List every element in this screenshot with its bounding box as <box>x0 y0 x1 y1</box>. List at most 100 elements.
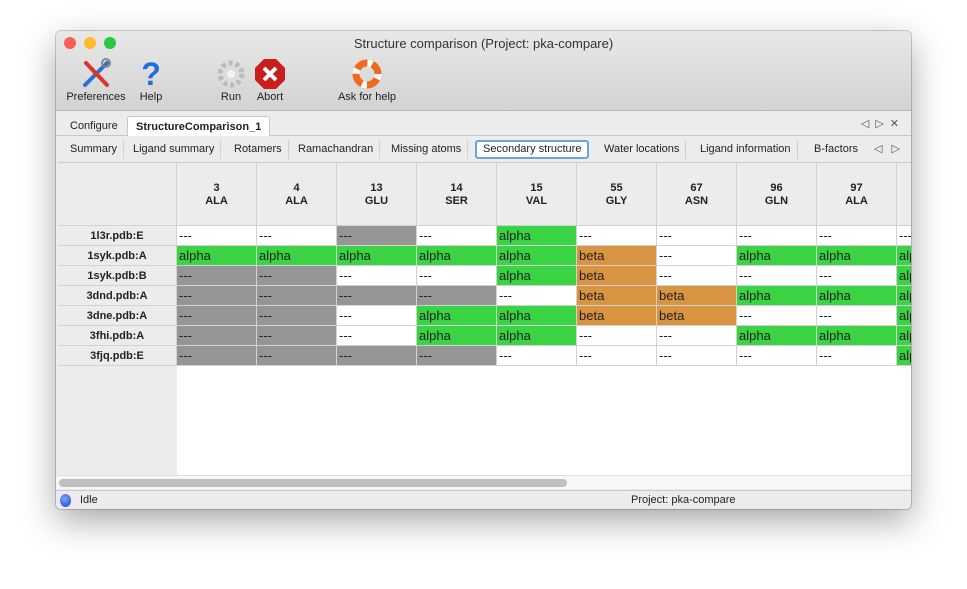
column-header[interactable]: 3 ALA <box>177 163 257 226</box>
table-cell-missing[interactable]: --- <box>177 326 257 346</box>
subtab-summary[interactable]: Summary <box>64 140 125 159</box>
zoom-window-button[interactable] <box>104 37 116 49</box>
row-header[interactable]: 3dne.pdb:A <box>58 306 177 326</box>
close-window-button[interactable] <box>64 37 76 49</box>
table-cell-beta[interactable]: beta <box>577 246 657 266</box>
table-cell-beta[interactable]: beta <box>657 286 737 306</box>
row-header[interactable]: 1syk.pdb:B <box>58 266 177 286</box>
row-header[interactable]: 3dnd.pdb:A <box>58 286 177 306</box>
table-cell-blank[interactable]: --- <box>737 266 817 286</box>
table-cell-missing[interactable]: --- <box>337 286 417 306</box>
table-cell-beta[interactable]: beta <box>577 286 657 306</box>
table-cell-blank[interactable]: --- <box>577 346 657 366</box>
table-cell-blank[interactable]: --- <box>817 306 897 326</box>
table-cell-blank[interactable]: --- <box>657 226 737 246</box>
table-cell-blank[interactable]: --- <box>737 346 817 366</box>
table-cell-blank[interactable]: --- <box>657 346 737 366</box>
table-cell-missing[interactable]: --- <box>257 326 337 346</box>
table-cell-alpha[interactable]: alpha <box>897 266 911 286</box>
table-cell-missing[interactable]: --- <box>177 346 257 366</box>
table-cell-missing[interactable]: --- <box>177 286 257 306</box>
scrollbar-thumb[interactable] <box>59 479 567 487</box>
table-cell-beta[interactable]: beta <box>657 306 737 326</box>
table-cell-alpha[interactable]: alpha <box>337 246 417 266</box>
subtab-left-icon[interactable]: ◁ <box>874 143 892 155</box>
help-button[interactable]: ? Help <box>134 56 168 104</box>
table-cell-blank[interactable]: --- <box>737 306 817 326</box>
subtab-ramachandran[interactable]: Ramachandran <box>292 140 381 159</box>
subtab-secondary-structure[interactable]: Secondary structure <box>475 140 590 159</box>
table-cell-blank[interactable]: --- <box>177 226 257 246</box>
table-cell-missing[interactable]: --- <box>337 226 417 246</box>
run-button[interactable]: Run <box>214 57 248 103</box>
table-cell-alpha[interactable]: alpha <box>257 246 337 266</box>
table-cell-alpha[interactable]: alpha <box>497 326 577 346</box>
table-cell-missing[interactable]: --- <box>257 306 337 326</box>
table-cell-blank[interactable]: --- <box>337 266 417 286</box>
table-cell-blank[interactable]: --- <box>657 266 737 286</box>
subtab-right-icon[interactable]: ▷ <box>891 143 909 155</box>
table-cell-missing[interactable]: --- <box>257 286 337 306</box>
table-cell-alpha[interactable]: alpha <box>897 306 911 326</box>
subtab-ligand-information[interactable]: Ligand information <box>694 140 798 159</box>
table-cell-blank[interactable]: --- <box>577 326 657 346</box>
table-cell-alpha[interactable]: alpha <box>497 226 577 246</box>
column-header[interactable]: 96 GLN <box>737 163 817 226</box>
table-cell-blank[interactable]: --- <box>817 266 897 286</box>
column-header[interactable]: 97 ALA <box>817 163 897 226</box>
table-cell-alpha[interactable]: alpha <box>497 246 577 266</box>
table-cell-missing[interactable]: --- <box>337 346 417 366</box>
subtab-water-locations[interactable]: Water locations <box>598 140 687 159</box>
table-cell-alpha[interactable]: alpha <box>177 246 257 266</box>
table-cell-blank[interactable]: --- <box>417 266 497 286</box>
table-cell-blank[interactable]: --- <box>337 306 417 326</box>
row-header[interactable]: 3fjq.pdb:E <box>58 346 177 366</box>
subtab-b-factors[interactable]: B-factors <box>814 143 859 155</box>
subtab-missing-atoms[interactable]: Missing atoms <box>385 140 469 159</box>
table-cell-blank[interactable]: --- <box>577 226 657 246</box>
table-cell-blank[interactable]: --- <box>657 246 737 266</box>
table-cell-blank[interactable]: --- <box>897 226 911 246</box>
table-cell-missing[interactable]: --- <box>417 346 497 366</box>
table-cell-alpha[interactable]: alpha <box>737 286 817 306</box>
table-cell-alpha[interactable]: alpha <box>897 326 911 346</box>
ask-for-help-button[interactable]: Ask for help <box>332 57 402 103</box>
table-cell-alpha[interactable]: alpha <box>417 326 497 346</box>
table-cell-alpha[interactable]: alpha <box>497 306 577 326</box>
table-cell-missing[interactable]: --- <box>257 266 337 286</box>
table-cell-beta[interactable]: beta <box>577 306 657 326</box>
horizontal-scrollbar[interactable] <box>56 475 911 489</box>
table-cell-missing[interactable]: --- <box>177 306 257 326</box>
table-cell-blank[interactable]: --- <box>817 346 897 366</box>
table-cell-alpha[interactable]: alpha <box>497 266 577 286</box>
minimize-window-button[interactable] <box>84 37 96 49</box>
table-cell-blank[interactable]: --- <box>497 286 577 306</box>
table-cell-blank[interactable]: --- <box>817 226 897 246</box>
table-cell-beta[interactable]: beta <box>577 266 657 286</box>
table-cell-alpha[interactable]: alpha <box>417 246 497 266</box>
column-header[interactable]: 4 ALA <box>257 163 337 226</box>
tab-left-icon[interactable]: ◁ <box>860 118 876 130</box>
subtab-ligand-summary[interactable]: Ligand summary <box>127 140 222 159</box>
table-cell-blank[interactable]: --- <box>257 226 337 246</box>
table-cell-blank[interactable]: --- <box>497 346 577 366</box>
tab-configure[interactable]: Configure <box>70 120 118 132</box>
column-header[interactable]: 67 ASN <box>657 163 737 226</box>
abort-button[interactable]: Abort <box>252 57 288 103</box>
column-header[interactable]: 15 VAL <box>497 163 577 226</box>
table-cell-alpha[interactable]: alpha <box>737 326 817 346</box>
table-cell-alpha[interactable]: alpha <box>417 306 497 326</box>
table-cell-missing[interactable]: --- <box>177 266 257 286</box>
table-cell-blank[interactable]: --- <box>417 226 497 246</box>
column-header[interactable]: 13 GLU <box>337 163 417 226</box>
table-cell-missing[interactable]: --- <box>417 286 497 306</box>
row-header[interactable]: 1syk.pdb:A <box>58 246 177 266</box>
subtab-rotamers[interactable]: Rotamers <box>228 140 289 159</box>
table-cell-alpha[interactable]: alpha <box>737 246 817 266</box>
table-cell-missing[interactable]: --- <box>257 346 337 366</box>
table-cell-alpha[interactable]: alpha <box>817 326 897 346</box>
table-cell-blank[interactable]: --- <box>337 326 417 346</box>
table-cell-alpha[interactable]: alpha <box>897 346 911 366</box>
table-cell-blank[interactable]: --- <box>737 226 817 246</box>
table-cell-alpha[interactable]: alpha <box>897 286 911 306</box>
